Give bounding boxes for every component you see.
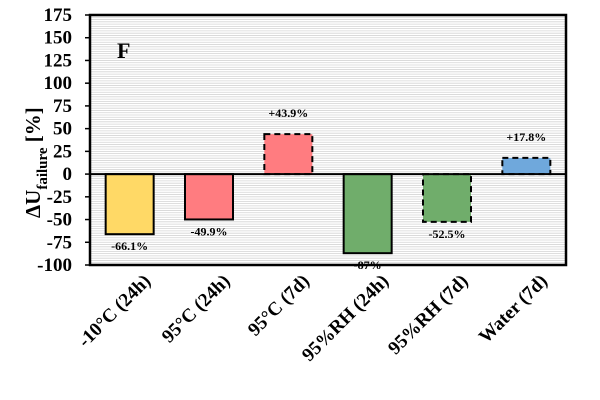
data-label: -66.1% (111, 239, 148, 253)
x-category-label: 95°C (7d) (244, 271, 314, 341)
bar (342, 173, 393, 255)
y-tick-label: 75 (53, 96, 72, 117)
y-tick-label: 100 (44, 73, 73, 94)
gridlines (90, 14, 566, 266)
y-tick-label: 125 (44, 50, 73, 71)
bar (263, 133, 314, 176)
y-axis-label-subscript: failure (35, 147, 51, 190)
data-labels: -66.1%-49.9%+43.9%-87%-52.5%+17.8% (111, 106, 546, 272)
panel-label: F (117, 38, 130, 63)
y-tick-label: 25 (53, 141, 72, 162)
data-label: -49.9% (191, 224, 228, 238)
bar (104, 173, 155, 236)
y-tick-label: -25 (47, 187, 72, 208)
data-label: -52.5% (429, 227, 466, 241)
y-axis-label: ΔUfailure [%] (21, 107, 51, 218)
bar (422, 173, 472, 223)
y-tick-label: -50 (47, 210, 72, 231)
y-tick-label: -100 (37, 255, 72, 276)
y-tick-label: 50 (53, 119, 72, 140)
x-category-label: Water (7d) (475, 271, 552, 348)
y-axis-label-main: ΔU (21, 190, 45, 218)
x-category-label: -10°C (24h) (74, 271, 155, 352)
y-axis-label-unit: [%] (21, 107, 45, 147)
bar (184, 173, 234, 221)
y-tick-label: -75 (47, 232, 72, 253)
x-category-label: 95%RH (7d) (384, 271, 472, 359)
plot-frame (88, 13, 568, 267)
data-label: +43.9% (268, 106, 308, 120)
bar (501, 156, 552, 176)
x-category-label: 95°C (24h) (158, 271, 235, 348)
y-tick-label: 175 (44, 5, 73, 26)
data-label: +17.8% (506, 130, 546, 144)
y-tick-label: 150 (44, 28, 73, 49)
x-axis-category-labels: -10°C (24h) 95°C (24h) 95°C (7d)95%RH (24h… (74, 271, 552, 366)
y-tick-label: 0 (63, 164, 73, 185)
